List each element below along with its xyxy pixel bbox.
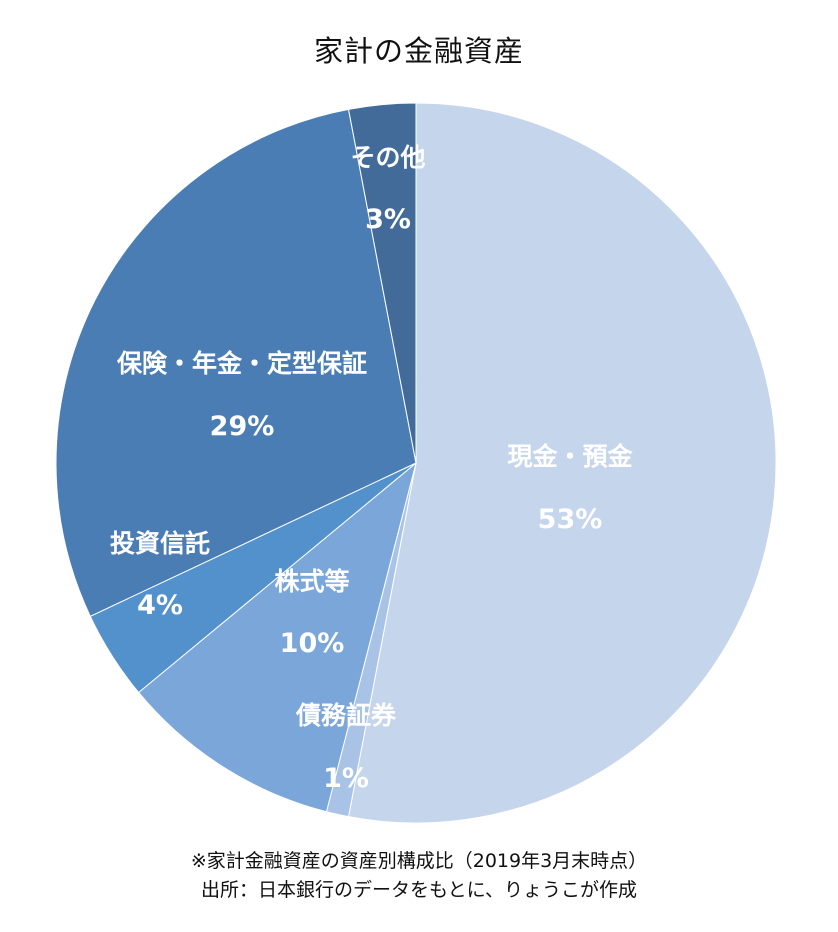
pie-slices <box>55 102 777 824</box>
footnote-line-1: ※家計金融資産の資産別構成比（2019年3月末時点） <box>190 850 648 872</box>
pie-slice-1 <box>347 102 777 824</box>
slice-label-4: 投資信託 <box>110 529 210 558</box>
slice-value-5: 29% <box>210 411 275 442</box>
pie-slice-3 <box>137 461 417 813</box>
slice-label-6: その他 <box>350 143 425 172</box>
pie-labels: 現金・預金 53% 債務証券 1% 株式等 10% 投資信託 4% 保険・年金・定型保証 29% そ… <box>110 143 634 794</box>
slice-label-5: 保険・年金・定型保証 <box>116 349 367 378</box>
footnote-line-2: 出所：日本銀行のデータをもとに、りょうこが作成 <box>200 879 638 901</box>
slice-label-2: 債務証券 <box>295 701 397 730</box>
slice-value-4: 4% <box>137 590 183 621</box>
slice-value-6: 3% <box>365 204 411 235</box>
slice-label-1: 現金・預金 <box>507 442 633 471</box>
pie-slice-5 <box>55 108 417 617</box>
slice-value-2: 1% <box>323 763 369 794</box>
pie-slice-6 <box>347 102 417 464</box>
slice-value-1: 53% <box>538 504 603 535</box>
chart-title: 家計の金融資産 <box>313 34 524 68</box>
slice-value-3: 10% <box>280 628 345 659</box>
slice-label-3: 株式等 <box>274 567 349 596</box>
